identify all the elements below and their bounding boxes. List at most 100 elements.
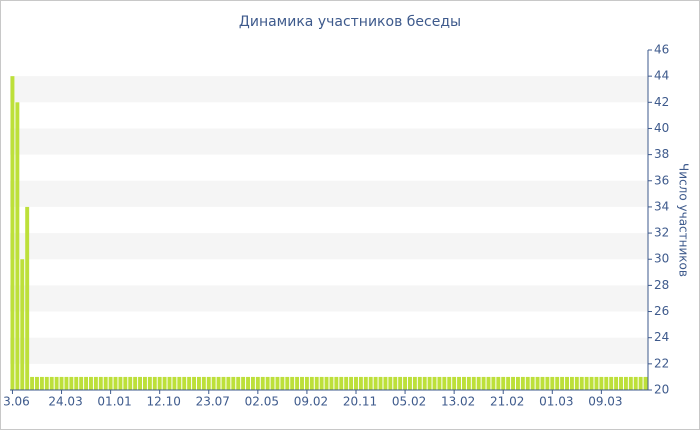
bar [206,376,211,390]
bar [589,376,594,390]
bar [211,376,216,390]
bar [604,376,609,390]
grid-band [10,180,648,207]
x-tick-label: 23.07 [196,395,230,409]
bar [128,376,133,390]
bar [236,376,241,390]
bar [113,376,118,390]
bar [290,376,295,390]
bar [339,376,344,390]
bar [177,376,182,390]
bar [187,376,192,390]
bar [167,376,172,390]
bar [54,376,59,390]
bar [349,376,354,390]
y-tick-label: 38 [654,147,669,161]
x-tick-label: 01.01 [97,395,131,409]
bar [98,376,103,390]
y-tick-label: 40 [654,121,669,135]
bar [142,376,147,390]
bar [255,376,260,390]
bar [540,376,545,390]
bar [442,376,447,390]
bar [250,376,255,390]
bar [457,376,462,390]
bar [84,376,89,390]
bar [511,376,516,390]
bar [74,376,79,390]
bar [35,376,39,390]
x-tick-label: 12.10 [147,395,181,409]
bar [20,259,25,390]
bar [39,376,44,390]
bar [579,376,584,390]
y-tick-label: 28 [654,278,669,292]
bar [79,376,84,390]
x-tick-label: 13.02 [441,395,475,409]
bar [295,376,300,390]
bar [403,376,408,390]
bar [427,376,432,390]
bar [265,376,270,390]
x-tick-label: 20.11 [343,395,377,409]
bar [530,376,535,390]
bar [515,376,520,390]
bar [270,376,275,390]
bar [623,376,628,390]
bar [344,376,349,390]
bar [560,376,565,390]
bar [93,376,98,390]
bar [569,376,574,390]
bar [501,376,506,390]
bar [152,376,157,390]
x-tick-label: 24.03 [48,395,82,409]
bar [466,376,471,390]
bar [437,376,442,390]
bar [417,376,422,390]
bar [319,376,324,390]
bar [461,376,466,390]
y-tick-label: 32 [654,226,669,240]
x-tick-label: 21.02 [490,395,524,409]
bar [241,376,246,390]
y-tick-label: 26 [654,304,669,318]
grid-band [10,233,648,260]
bar [15,102,20,391]
bar [594,376,599,390]
x-tick-label: 05.02 [392,395,426,409]
bar [491,376,496,390]
chart-title: Динамика участников беседы [239,14,461,30]
x-tick-label: 09.02 [294,395,328,409]
bar [69,376,74,390]
bar [378,376,383,390]
bar [103,376,108,390]
bar [44,376,49,390]
x-tick-label: 02.05 [245,395,279,409]
bar [383,376,388,390]
bar [172,376,177,390]
bar [555,376,560,390]
bar [638,376,643,390]
bar [393,376,398,390]
grid-band [10,285,648,312]
bar [216,376,221,390]
bar [30,376,35,390]
bar [138,376,143,390]
bar [157,376,162,390]
bar [619,376,623,390]
bar [373,376,378,390]
y-axis-label: Число участников [677,163,691,277]
bar [324,376,329,390]
bar [133,376,138,390]
bar [628,376,633,390]
bar [201,376,206,390]
y-tick-label: 44 [654,69,669,83]
bar [162,376,167,390]
bar [520,376,525,390]
bar [525,376,530,390]
bar [550,376,555,390]
bar [535,376,540,390]
x-tick-label: 09.03 [588,395,622,409]
bar [221,376,226,390]
